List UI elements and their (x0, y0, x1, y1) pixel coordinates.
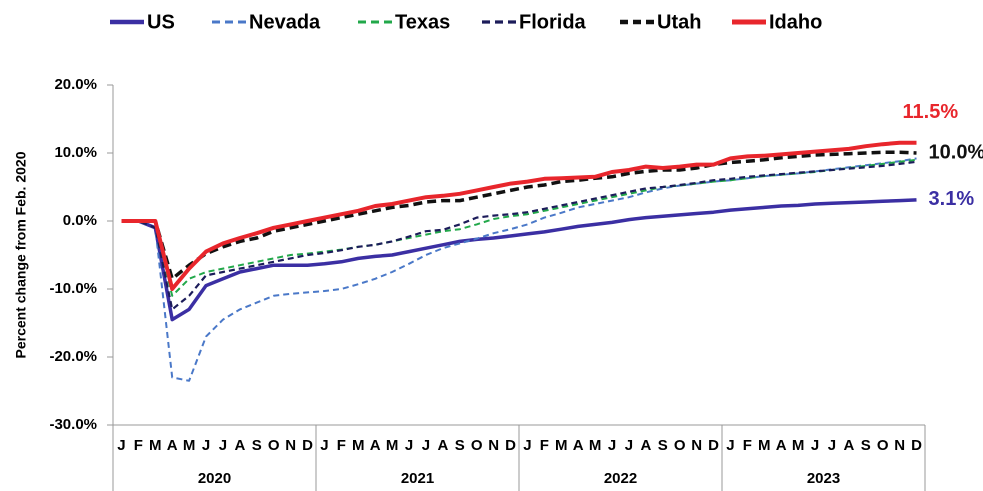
x-tick-label: J (523, 437, 531, 454)
x-tick-label: M (555, 437, 568, 454)
x-tick-label: J (625, 437, 633, 454)
x-tick-label: J (405, 437, 413, 454)
x-tick-label: J (608, 437, 616, 454)
x-tick-label: O (877, 437, 889, 454)
x-tick-label: M (589, 437, 602, 454)
x-tick-label: J (828, 437, 836, 454)
x-tick-label: D (505, 437, 516, 454)
x-tick-label: O (471, 437, 483, 454)
x-tick-label: S (455, 437, 465, 454)
x-tick-label: J (219, 437, 227, 454)
x-tick-label: A (234, 437, 245, 454)
legend-label: Utah (657, 11, 701, 33)
x-tick-label: N (488, 437, 499, 454)
x-tick-label: F (134, 437, 143, 454)
legend-label: Idaho (769, 11, 822, 33)
x-tick-label: J (726, 437, 734, 454)
x-tick-label: A (370, 437, 381, 454)
x-tick-label: N (691, 437, 702, 454)
x-tick-label: S (861, 437, 871, 454)
x-group-label: 2023 (807, 470, 840, 487)
y-tick-label: 10.0% (54, 144, 97, 161)
x-tick-label: M (386, 437, 399, 454)
x-tick-label: J (117, 437, 125, 454)
x-tick-label: M (758, 437, 771, 454)
x-tick-label: O (268, 437, 280, 454)
legend-label: Texas (395, 11, 450, 33)
x-tick-label: A (776, 437, 787, 454)
x-tick-label: F (337, 437, 346, 454)
x-tick-label: J (202, 437, 210, 454)
x-tick-label: J (320, 437, 328, 454)
series-line (121, 158, 917, 297)
legend-label: Florida (519, 11, 587, 33)
x-tick-label: F (743, 437, 752, 454)
x-tick-label: N (285, 437, 296, 454)
y-axis-label: Percent change from Feb. 2020 (13, 151, 29, 358)
series-line (121, 198, 917, 322)
x-tick-label: D (302, 437, 313, 454)
x-tick-label: F (540, 437, 549, 454)
x-tick-label: D (708, 437, 719, 454)
x-tick-label: A (640, 437, 651, 454)
x-tick-label: N (894, 437, 905, 454)
x-group-label: 2022 (604, 470, 637, 487)
x-tick-label: M (792, 437, 805, 454)
x-tick-label: S (658, 437, 668, 454)
end-label: 11.5% (903, 101, 959, 123)
x-tick-label: A (167, 437, 178, 454)
series-line (121, 160, 917, 311)
x-tick-label: J (811, 437, 819, 454)
x-tick-label: A (573, 437, 584, 454)
x-tick-label: M (352, 437, 365, 454)
x-tick-label: M (149, 437, 162, 454)
y-tick-label: -20.0% (49, 348, 97, 365)
x-tick-label: A (437, 437, 448, 454)
legend-label: US (147, 11, 175, 33)
x-tick-label: A (843, 437, 854, 454)
series-line (121, 150, 917, 281)
series-line (121, 157, 917, 382)
legend-label: Nevada (249, 11, 321, 33)
x-group-label: 2021 (401, 470, 434, 487)
end-label: 3.1% (929, 188, 975, 210)
y-tick-label: -10.0% (49, 280, 97, 297)
y-tick-label: 20.0% (54, 76, 97, 93)
x-tick-label: J (422, 437, 430, 454)
x-tick-label: D (911, 437, 922, 454)
y-tick-label: -30.0% (49, 416, 97, 433)
series-line (121, 140, 917, 291)
x-group-label: 2020 (198, 470, 231, 487)
end-label: 10.0% (929, 141, 983, 163)
x-tick-label: M (183, 437, 196, 454)
x-tick-label: O (674, 437, 686, 454)
y-tick-label: 0.0% (63, 212, 97, 229)
x-tick-label: S (252, 437, 262, 454)
